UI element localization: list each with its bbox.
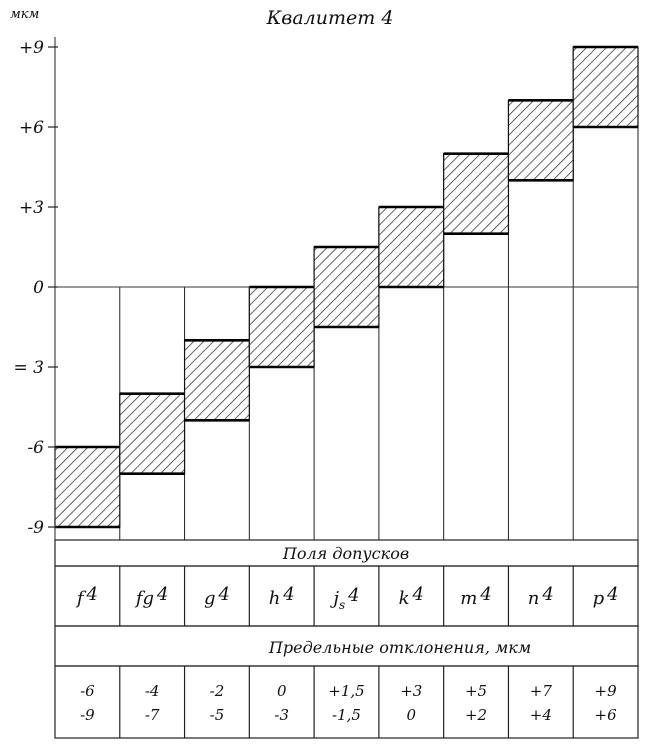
deviation-labels: -6 -9 -4 -7 -2 -5 0 -3 +1,5 -1,5 +3 0 +5 +2 +7 +4 +9 +6 [80,666,617,738]
tolerance-bar-h4 [248,286,315,368]
tolerance-bar-fg4 [119,393,186,475]
tolerance-bar-m4 [443,153,510,235]
tolerance-bar-f4 [54,446,121,528]
fields-header: Поля допусков [282,544,409,563]
field-label-j4: js 4 [329,585,359,612]
tolerance-bar-k4 [378,206,445,288]
deviations-row-box [54,665,639,739]
lower-deviation-label: +6 [595,706,618,724]
upper-deviation-label: +3 [400,682,422,700]
lower-deviation-label: -5 [210,706,225,724]
tolerance-bar-p4 [572,46,639,128]
field-labels: f 4 fg 4 g 4 h 4 js 4 k 4 m 4 n 4 p 4 [75,566,619,626]
lower-deviation-label: +2 [465,706,487,724]
upper-deviation-label: +5 [465,682,487,700]
lower-deviation-label: -3 [274,706,289,724]
lower-deviation-label: -1,5 [332,706,361,724]
upper-deviation-label: +7 [530,682,553,700]
y-tick-label: +6 [19,118,44,138]
lower-deviation-label: +4 [530,706,552,724]
upper-deviation-label: -6 [80,682,95,700]
y-tick-label: -6 [27,438,44,458]
upper-deviation-label: -2 [210,682,225,700]
tolerance-bar-j4 [313,246,380,328]
upper-deviation-label: +1,5 [328,682,364,700]
unit-label: мкм [10,7,39,22]
lower-deviation-label: 0 [407,706,417,724]
lower-deviation-label: -9 [80,706,95,724]
y-tick-label: +9 [19,38,44,58]
chart-title: Квалитет 4 [266,7,394,29]
tolerance-bar-g4 [183,339,250,421]
upper-deviation-label: +9 [595,682,618,700]
y-tick-label: 0 [33,278,44,298]
upper-deviation-label: -4 [145,682,160,700]
y-tick-label: = 3 [14,358,44,378]
y-axis: +9 +6 +3 0 = 3 -6 -9 [14,37,58,540]
y-tick-label: -9 [27,518,44,538]
y-tick-label: +3 [19,198,44,218]
upper-deviation-label: 0 [277,682,287,700]
tolerance-bars [54,45,639,529]
deviations-header: Предельные отклонения, мкм [268,638,531,657]
field-label-fg4: fg 4 [134,584,169,609]
tolerance-bar-n4 [507,99,574,181]
lower-deviation-label: -7 [145,706,160,724]
